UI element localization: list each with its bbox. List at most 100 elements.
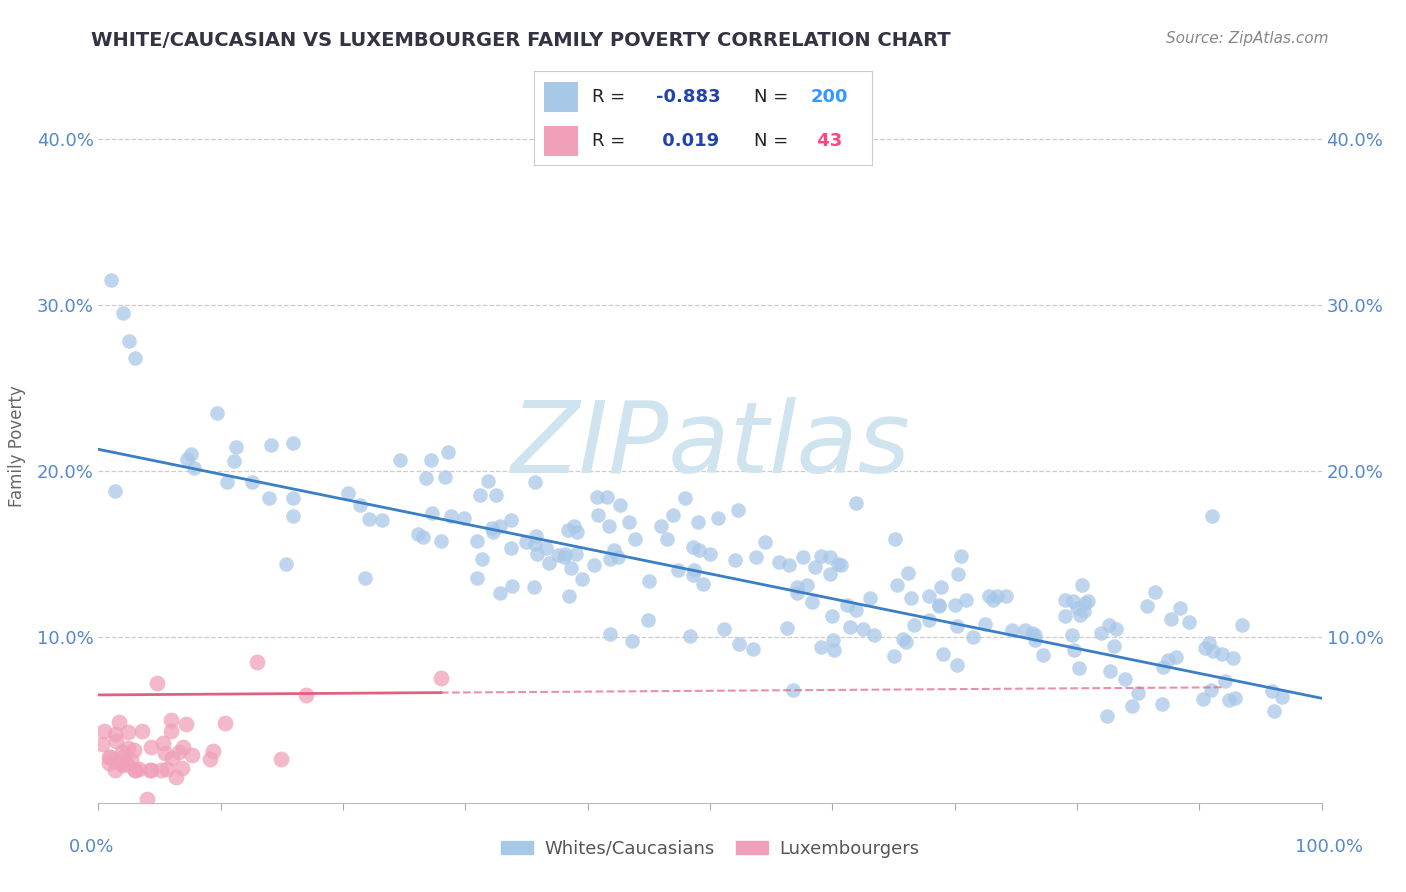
- Point: [943, 599, 966, 613]
- Point: [214, 715, 236, 730]
- Point: [1222, 650, 1244, 665]
- Point: [524, 475, 547, 489]
- Point: [1031, 648, 1053, 663]
- Point: [1024, 632, 1046, 647]
- Point: [499, 541, 522, 556]
- Point: [167, 745, 190, 759]
- Point: [894, 635, 917, 649]
- Point: [1024, 628, 1046, 642]
- Point: [682, 568, 704, 582]
- Point: [526, 548, 548, 562]
- Point: [1067, 661, 1090, 675]
- Point: [117, 725, 139, 739]
- Point: [515, 534, 537, 549]
- Point: [118, 334, 141, 349]
- Point: [412, 530, 434, 544]
- Point: [165, 770, 187, 784]
- Point: [1263, 704, 1285, 718]
- Point: [744, 549, 766, 564]
- Point: [1126, 685, 1149, 699]
- Point: [986, 589, 1008, 603]
- Point: [810, 640, 832, 654]
- Point: [782, 683, 804, 698]
- Point: [818, 566, 841, 581]
- Point: [370, 512, 392, 526]
- Point: [599, 626, 621, 640]
- Point: [260, 438, 283, 452]
- FancyBboxPatch shape: [544, 126, 578, 156]
- Point: [928, 599, 950, 614]
- Point: [1201, 644, 1223, 658]
- Point: [928, 598, 950, 612]
- Point: [1063, 643, 1085, 657]
- Point: [1074, 596, 1097, 610]
- Point: [950, 549, 973, 563]
- Point: [571, 572, 593, 586]
- Point: [946, 657, 969, 672]
- Point: [172, 760, 194, 774]
- Point: [159, 713, 181, 727]
- Text: 0.0%: 0.0%: [69, 838, 114, 855]
- Point: [111, 757, 134, 772]
- Point: [562, 518, 585, 533]
- Text: 200: 200: [811, 87, 848, 105]
- Point: [1021, 625, 1043, 640]
- Text: 0.019: 0.019: [655, 132, 718, 150]
- Point: [1053, 608, 1076, 623]
- Point: [1199, 682, 1222, 697]
- Point: [104, 763, 127, 777]
- Point: [1105, 622, 1128, 636]
- Point: [699, 547, 721, 561]
- Point: [727, 637, 749, 651]
- Point: [485, 488, 508, 502]
- Point: [598, 519, 620, 533]
- Point: [1152, 660, 1174, 674]
- Point: [537, 556, 560, 570]
- Text: N =: N =: [754, 132, 787, 150]
- Point: [1168, 600, 1191, 615]
- Legend: Whites/Caucasians, Luxembourgers: Whites/Caucasians, Luxembourgers: [494, 833, 927, 865]
- Point: [430, 534, 453, 549]
- Point: [1070, 578, 1092, 592]
- Point: [1090, 626, 1112, 640]
- Point: [686, 516, 709, 530]
- Point: [1164, 649, 1187, 664]
- Text: N =: N =: [754, 87, 787, 105]
- Point: [1230, 618, 1253, 632]
- Point: [554, 547, 576, 561]
- Point: [93, 723, 115, 738]
- Point: [724, 552, 747, 566]
- Point: [1218, 692, 1240, 706]
- Point: [995, 589, 1018, 603]
- Point: [420, 506, 443, 520]
- Text: ZIPatlas: ZIPatlas: [510, 398, 910, 494]
- Point: [688, 542, 710, 557]
- Point: [120, 753, 142, 767]
- Point: [827, 557, 849, 571]
- Point: [295, 688, 318, 702]
- Point: [534, 541, 557, 555]
- Point: [603, 542, 626, 557]
- Point: [1069, 608, 1091, 623]
- Point: [713, 622, 735, 636]
- Point: [823, 643, 845, 657]
- Point: [439, 508, 461, 523]
- Point: [111, 306, 134, 320]
- Point: [900, 591, 922, 605]
- Point: [692, 577, 714, 591]
- Point: [977, 590, 1000, 604]
- Point: [588, 508, 610, 522]
- Point: [111, 745, 134, 759]
- Point: [98, 750, 121, 764]
- Point: [796, 578, 818, 592]
- Point: [176, 717, 198, 731]
- Point: [1150, 698, 1173, 712]
- Point: [117, 741, 139, 756]
- Point: [801, 595, 824, 609]
- Point: [1054, 593, 1077, 607]
- Point: [1213, 673, 1236, 688]
- Point: [139, 764, 162, 778]
- Point: [1136, 599, 1159, 614]
- Point: [430, 671, 453, 685]
- Point: [489, 519, 512, 533]
